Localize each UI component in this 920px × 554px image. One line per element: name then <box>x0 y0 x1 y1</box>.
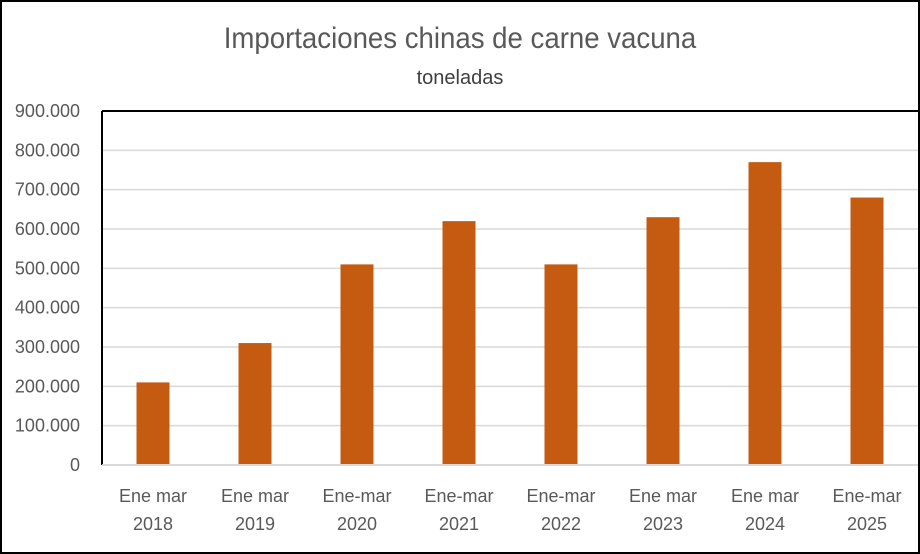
chart-title: Importaciones chinas de carne vacuna <box>223 22 697 55</box>
x-category-label: Ene mar <box>221 486 289 506</box>
chart-subtitle: toneladas <box>416 67 504 89</box>
x-category-label: Ene-mar <box>424 486 493 506</box>
x-category-label: 2021 <box>439 514 479 534</box>
x-category-label: 2019 <box>235 514 275 534</box>
x-category-label: 2022 <box>541 514 581 534</box>
x-category-label: Ene mar <box>629 486 697 506</box>
x-category-label: 2020 <box>337 514 377 534</box>
bar <box>748 162 782 465</box>
x-category-label: Ene-mar <box>832 486 901 506</box>
y-tick-label: 800.000 <box>15 140 80 160</box>
bar <box>442 221 476 465</box>
x-category-label: Ene-mar <box>322 486 391 506</box>
y-tick-label: 500.000 <box>15 258 80 278</box>
bar <box>850 197 884 466</box>
y-tick-label: 200.000 <box>15 376 80 396</box>
y-tick-label: 700.000 <box>15 180 80 200</box>
x-category-label: 2025 <box>847 514 887 534</box>
y-tick-label: 400.000 <box>15 298 80 318</box>
x-category-label: Ene mar <box>119 486 187 506</box>
y-tick-label: 100.000 <box>15 416 80 436</box>
y-tick-label: 300.000 <box>15 337 80 357</box>
x-category-label: Ene-mar <box>526 486 595 506</box>
y-axis-ticks: 0 100.000 200.000 300.000 400.000 500.000 600.… <box>15 101 80 475</box>
y-tick-label: 900.000 <box>15 101 80 121</box>
y-tick-label: 0 <box>70 455 80 475</box>
x-axis-categories: Ene mar 2018 Ene mar 2019 Ene-mar 2020 Ene-mar… <box>119 486 902 534</box>
x-category-label: Ene mar <box>731 486 799 506</box>
gridlines <box>102 110 918 427</box>
y-tick-label: 600.000 <box>15 219 80 239</box>
bars <box>136 162 884 466</box>
bar <box>340 264 374 465</box>
bar <box>646 217 680 465</box>
bar <box>544 264 578 465</box>
axes <box>101 110 918 466</box>
x-category-label: 2023 <box>643 514 683 534</box>
bar <box>136 382 170 465</box>
x-category-label: 2018 <box>133 514 173 534</box>
bar <box>238 343 272 465</box>
x-category-label: 2024 <box>745 514 785 534</box>
